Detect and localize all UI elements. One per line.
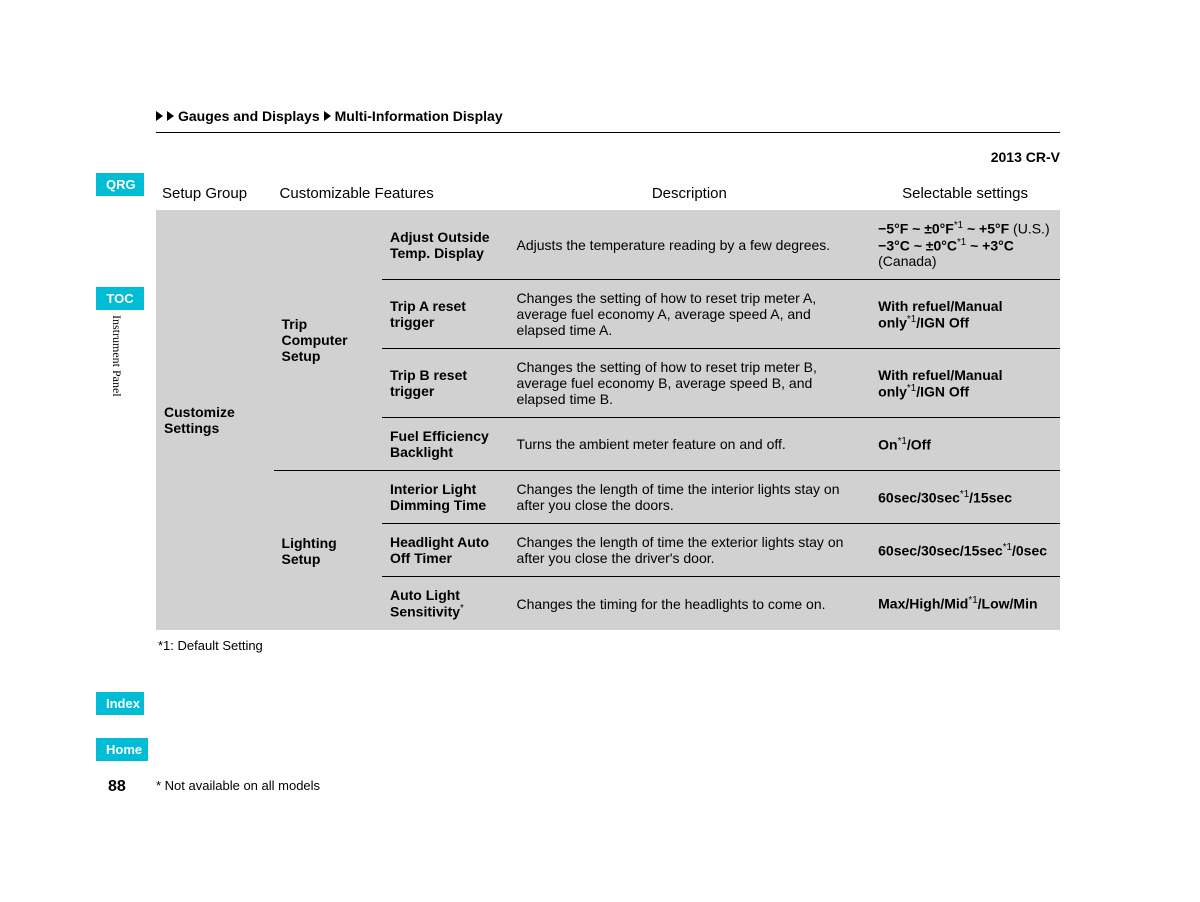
- cell-description: Changes the timing for the headlights to…: [509, 577, 871, 630]
- cell-description: Changes the length of time the exterior …: [509, 524, 871, 577]
- cell-selectable-settings: 60sec/30sec*1/15sec: [870, 471, 1060, 524]
- breadcrumb-level-1: Gauges and Displays: [178, 108, 320, 124]
- nav-tab-toc[interactable]: TOC: [96, 287, 144, 310]
- cell-feature-name: Fuel Efficiency Backlight: [382, 418, 509, 471]
- cell-feature-name: Trip B reset trigger: [382, 349, 509, 418]
- cell-setup-group: Customize Settings: [156, 210, 274, 630]
- cell-description: Changes the setting of how to reset trip…: [509, 349, 871, 418]
- footnote-not-all-models: * Not available on all models: [156, 778, 320, 793]
- cell-selectable-settings: On*1/Off: [870, 418, 1060, 471]
- table-header-description: Description: [509, 177, 871, 210]
- page-number: 88: [108, 778, 126, 796]
- cell-feature-name: Interior Light Dimming Time: [382, 471, 509, 524]
- breadcrumb-level-2: Multi-Information Display: [335, 108, 503, 124]
- breadcrumb: Gauges and Displays Multi-Information Di…: [156, 108, 1060, 133]
- cell-description: Adjusts the temperature reading by a few…: [509, 210, 871, 280]
- triangle-icon: [324, 111, 331, 121]
- nav-tab-qrg[interactable]: QRG: [96, 173, 144, 196]
- footnote-default-setting: *1: Default Setting: [158, 638, 1060, 653]
- cell-selectable-settings: With refuel/Manual only*1/IGN Off: [870, 349, 1060, 418]
- table-header-settings: Selectable settings: [870, 177, 1060, 210]
- page-content: Gauges and Displays Multi-Information Di…: [156, 108, 1060, 653]
- table-header-setup-group: Setup Group: [156, 177, 274, 210]
- model-year-label: 2013 CR-V: [156, 149, 1060, 165]
- cell-description: Changes the length of time the interior …: [509, 471, 871, 524]
- cell-selectable-settings: 60sec/30sec/15sec*1/0sec: [870, 524, 1060, 577]
- cell-feature-group: Lighting Setup: [274, 471, 382, 630]
- triangle-icon: [156, 111, 163, 121]
- side-nav: QRG TOC Instrument Panel Index Home 88: [0, 0, 150, 902]
- cell-feature-name: Auto Light Sensitivity*: [382, 577, 509, 630]
- cell-description: Changes the setting of how to reset trip…: [509, 280, 871, 349]
- cell-selectable-settings: −5°F ~ ±0°F*1 ~ +5°F (U.S.)−3°C ~ ±0°C*1…: [870, 210, 1060, 280]
- cell-selectable-settings: Max/High/Mid*1/Low/Min: [870, 577, 1060, 630]
- nav-tab-index[interactable]: Index: [96, 692, 144, 715]
- triangle-icon: [167, 111, 174, 121]
- cell-selectable-settings: With refuel/Manual only*1/IGN Off: [870, 280, 1060, 349]
- cell-feature-name: Headlight Auto Off Timer: [382, 524, 509, 577]
- cell-feature-name: Adjust Outside Temp. Display: [382, 210, 509, 280]
- section-label-vertical: Instrument Panel: [109, 315, 124, 397]
- cell-feature-name: Trip A reset trigger: [382, 280, 509, 349]
- cell-description: Turns the ambient meter feature on and o…: [509, 418, 871, 471]
- cell-feature-group: Trip Computer Setup: [274, 210, 382, 471]
- nav-tab-home[interactable]: Home: [96, 738, 148, 761]
- table-header-features: Customizable Features: [274, 177, 509, 210]
- customizable-features-table: Setup Group Customizable Features Descri…: [156, 177, 1060, 630]
